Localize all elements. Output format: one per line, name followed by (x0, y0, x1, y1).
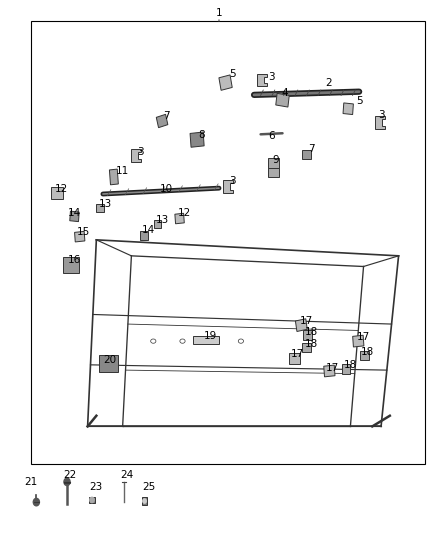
Polygon shape (302, 150, 311, 159)
Polygon shape (193, 336, 219, 344)
Text: 12: 12 (177, 208, 191, 218)
Text: 24: 24 (120, 471, 134, 480)
Ellipse shape (209, 339, 214, 343)
Polygon shape (140, 231, 148, 240)
Polygon shape (342, 364, 350, 374)
Text: 4: 4 (281, 88, 288, 98)
Text: 19: 19 (204, 331, 217, 341)
Polygon shape (154, 220, 161, 228)
Polygon shape (353, 335, 364, 347)
Polygon shape (156, 114, 168, 128)
Polygon shape (223, 180, 233, 193)
Text: 17: 17 (326, 363, 339, 373)
Text: 11: 11 (116, 166, 129, 175)
Text: 2: 2 (325, 78, 332, 87)
Text: 20: 20 (103, 355, 116, 365)
Text: 25: 25 (142, 482, 155, 491)
Text: 23: 23 (90, 482, 103, 491)
Text: 13: 13 (155, 215, 169, 224)
Polygon shape (131, 149, 141, 162)
Polygon shape (63, 257, 79, 273)
Polygon shape (51, 187, 63, 199)
Polygon shape (295, 319, 307, 332)
Text: 14: 14 (142, 225, 155, 235)
Polygon shape (99, 355, 118, 372)
Polygon shape (74, 231, 85, 242)
Polygon shape (276, 93, 289, 107)
Text: 7: 7 (163, 111, 170, 121)
Polygon shape (268, 168, 279, 177)
Polygon shape (360, 351, 369, 360)
Polygon shape (175, 213, 184, 224)
Text: 3: 3 (378, 110, 385, 119)
Polygon shape (375, 116, 385, 129)
Bar (31, 21, 425, 464)
Ellipse shape (180, 339, 185, 343)
Text: 18: 18 (304, 339, 318, 349)
Polygon shape (142, 497, 147, 505)
Circle shape (33, 498, 39, 506)
Text: 6: 6 (268, 131, 275, 141)
Circle shape (143, 499, 146, 503)
Ellipse shape (238, 339, 244, 343)
Text: 10: 10 (160, 184, 173, 194)
Polygon shape (324, 365, 335, 377)
Text: 12: 12 (55, 184, 68, 194)
Polygon shape (289, 353, 300, 364)
Polygon shape (268, 158, 279, 168)
Text: 18: 18 (304, 327, 318, 336)
Polygon shape (219, 75, 232, 90)
Circle shape (90, 497, 94, 503)
Text: 17: 17 (291, 350, 304, 359)
Ellipse shape (151, 339, 156, 343)
Text: 3: 3 (229, 176, 236, 186)
Text: 17: 17 (300, 316, 313, 326)
Text: 3: 3 (137, 147, 144, 157)
Polygon shape (302, 343, 311, 352)
Text: 15: 15 (77, 227, 90, 237)
Text: 14: 14 (68, 208, 81, 218)
Polygon shape (303, 330, 312, 340)
Text: 18: 18 (344, 360, 357, 370)
Text: 5: 5 (229, 69, 236, 78)
Polygon shape (110, 169, 118, 185)
Text: 5: 5 (356, 96, 363, 106)
Text: 13: 13 (99, 199, 112, 208)
Text: 3: 3 (268, 72, 275, 82)
Text: 7: 7 (307, 144, 314, 154)
Text: 1: 1 (215, 9, 223, 18)
Polygon shape (89, 497, 95, 503)
Circle shape (64, 478, 70, 486)
Text: 22: 22 (64, 471, 77, 480)
Text: 8: 8 (198, 130, 205, 140)
Polygon shape (190, 132, 204, 147)
Polygon shape (343, 103, 353, 115)
Text: 18: 18 (361, 347, 374, 357)
Text: 21: 21 (24, 478, 37, 487)
Text: 16: 16 (68, 255, 81, 265)
Polygon shape (96, 204, 104, 212)
Text: 9: 9 (272, 155, 279, 165)
Text: 17: 17 (357, 332, 370, 342)
Polygon shape (257, 74, 267, 86)
Polygon shape (70, 211, 79, 222)
